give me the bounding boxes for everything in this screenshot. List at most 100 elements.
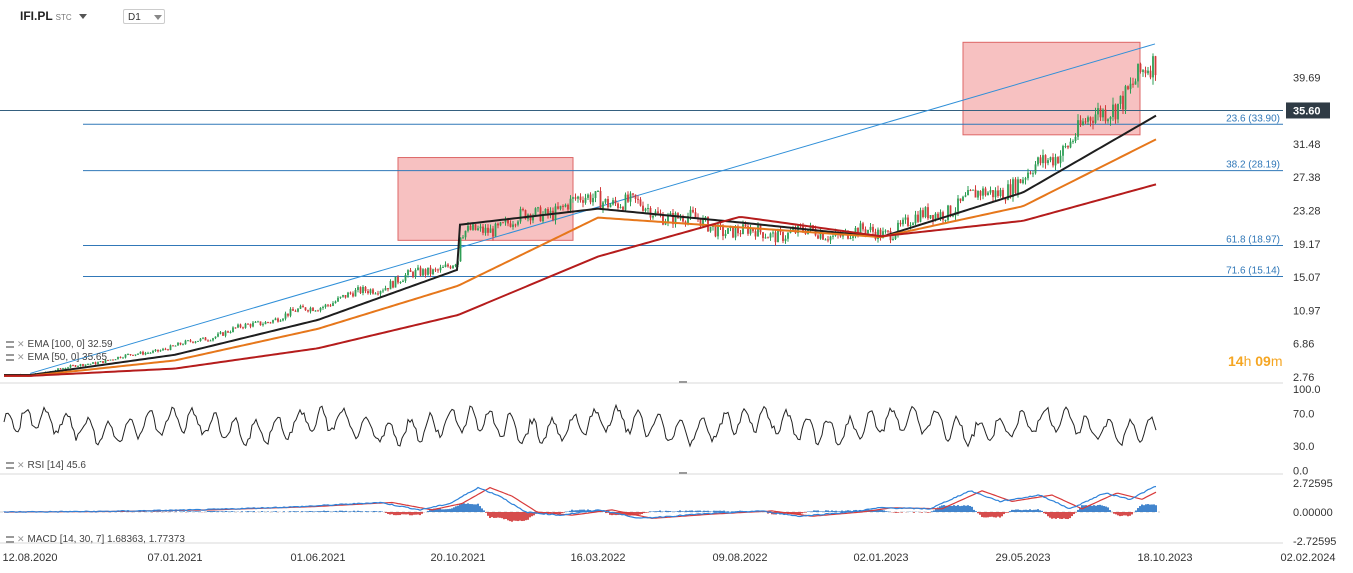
candle-body bbox=[394, 276, 397, 288]
macd-hist-bar bbox=[491, 512, 493, 518]
macd-hist-bar bbox=[983, 512, 985, 518]
candle-body bbox=[679, 217, 682, 219]
macd-hist-bar bbox=[797, 512, 799, 515]
symbol-selector[interactable]: IFI.PL STC bbox=[20, 9, 72, 23]
candle-body bbox=[482, 226, 484, 233]
indicator-ema100[interactable]: ✕ EMA [100, 0] 32.59 bbox=[6, 339, 113, 350]
candle-body bbox=[157, 349, 159, 352]
candle-body bbox=[937, 213, 939, 219]
candle-body bbox=[912, 223, 914, 226]
macd-hist-bar bbox=[703, 510, 705, 512]
candle-body bbox=[302, 305, 304, 308]
macd-hist-bar bbox=[705, 510, 707, 512]
macd-hist-bar bbox=[1101, 505, 1103, 512]
close-icon[interactable]: ✕ bbox=[17, 460, 25, 470]
macd-hist-bar bbox=[373, 510, 375, 512]
candle-body bbox=[1119, 95, 1122, 104]
candle-body bbox=[774, 232, 777, 243]
symbol-dropdown-icon[interactable] bbox=[79, 14, 87, 19]
candle-body bbox=[914, 214, 917, 224]
candle-body bbox=[367, 291, 369, 294]
rsi-axis-label: 0.0 bbox=[1293, 466, 1308, 478]
candle-body bbox=[432, 269, 434, 275]
macd-hist-bar bbox=[225, 510, 227, 512]
macd-hist-bar bbox=[817, 510, 819, 512]
macd-hist-bar bbox=[697, 510, 699, 512]
candle-body bbox=[1127, 86, 1129, 90]
macd-hist-bar bbox=[153, 511, 155, 512]
candle-body bbox=[219, 332, 222, 334]
macd-hist-bar bbox=[407, 512, 409, 515]
indicator-rsi[interactable]: ✕ RSI [14] 45.6 bbox=[6, 460, 86, 471]
settings-icon[interactable] bbox=[6, 535, 14, 543]
settings-icon[interactable] bbox=[6, 461, 14, 469]
close-icon[interactable]: ✕ bbox=[17, 534, 25, 544]
rsi-axis-label: 70.0 bbox=[1293, 408, 1314, 420]
candle-body bbox=[909, 225, 912, 227]
macd-hist-bar bbox=[873, 509, 875, 512]
candle-body bbox=[264, 322, 267, 325]
candle-body bbox=[637, 198, 639, 200]
macd-hist-bar bbox=[963, 505, 965, 512]
candle-body bbox=[97, 362, 99, 365]
macd-hist-bar bbox=[453, 507, 455, 512]
macd-hist-bar bbox=[359, 511, 361, 512]
candle-body bbox=[1102, 109, 1104, 118]
indicator-macd[interactable]: ✕ MACD [14, 30, 7] 1.68363, 1.77373 bbox=[6, 534, 185, 545]
candle-body bbox=[1022, 179, 1024, 184]
macd-hist-bar bbox=[999, 512, 1001, 518]
candle-body bbox=[1039, 157, 1042, 164]
macd-hist-bar bbox=[1069, 512, 1071, 519]
candle-body bbox=[634, 194, 637, 199]
candle-body bbox=[919, 210, 922, 222]
settings-icon[interactable] bbox=[6, 353, 14, 361]
macd-hist-bar bbox=[557, 512, 559, 514]
macd-hist-bar bbox=[199, 511, 201, 512]
candle-body bbox=[289, 308, 292, 316]
macd-hist-bar bbox=[945, 505, 947, 512]
macd-hist-bar bbox=[897, 512, 899, 513]
candle-body bbox=[787, 232, 789, 239]
candle-body bbox=[1089, 117, 1092, 121]
candle-body bbox=[72, 365, 74, 367]
settings-icon[interactable] bbox=[6, 340, 14, 348]
candle-body bbox=[967, 190, 969, 196]
macd-hist-bar bbox=[1093, 505, 1095, 512]
candle-body bbox=[154, 349, 157, 351]
indicator-ema50[interactable]: ✕ EMA [50, 0] 35.65 bbox=[6, 352, 107, 363]
candle-body bbox=[614, 200, 617, 204]
macd-hist-bar bbox=[1013, 509, 1015, 512]
candle-body bbox=[357, 287, 359, 290]
candle-body bbox=[517, 221, 519, 225]
macd-hist-bar bbox=[1099, 504, 1101, 512]
candle-timer: 14h 09m bbox=[1228, 353, 1283, 369]
macd-hist-bar bbox=[715, 510, 717, 512]
macd-hist-bar bbox=[421, 512, 423, 514]
candle-body bbox=[144, 352, 147, 355]
macd-hist-bar bbox=[1097, 505, 1099, 512]
candle-body bbox=[502, 222, 504, 224]
macd-hist-bar bbox=[657, 511, 659, 512]
macd-hist-bar bbox=[209, 510, 211, 512]
close-icon[interactable]: ✕ bbox=[17, 339, 25, 349]
macd-hist-bar bbox=[965, 505, 967, 512]
macd-hist-bar bbox=[721, 510, 723, 512]
candle-body bbox=[784, 238, 787, 242]
candle-body bbox=[57, 368, 59, 371]
candle-body bbox=[179, 342, 182, 345]
macd-hist-bar bbox=[1115, 512, 1117, 515]
macd-hist-bar bbox=[273, 511, 275, 512]
macd-hist-bar bbox=[515, 512, 517, 521]
macd-hist-bar bbox=[217, 511, 219, 512]
macd-hist-bar bbox=[297, 511, 299, 512]
close-icon[interactable]: ✕ bbox=[17, 352, 25, 362]
macd-hist-bar bbox=[323, 510, 325, 512]
candle-body bbox=[947, 205, 949, 220]
macd-hist-bar bbox=[187, 511, 189, 512]
price-axis-label: 39.69 bbox=[1293, 72, 1321, 84]
candle-body bbox=[1002, 190, 1004, 200]
timeframe-selector[interactable]: D1 bbox=[123, 9, 165, 24]
macd-hist-bar bbox=[1063, 512, 1065, 519]
macd-hist-bar bbox=[1135, 510, 1137, 512]
